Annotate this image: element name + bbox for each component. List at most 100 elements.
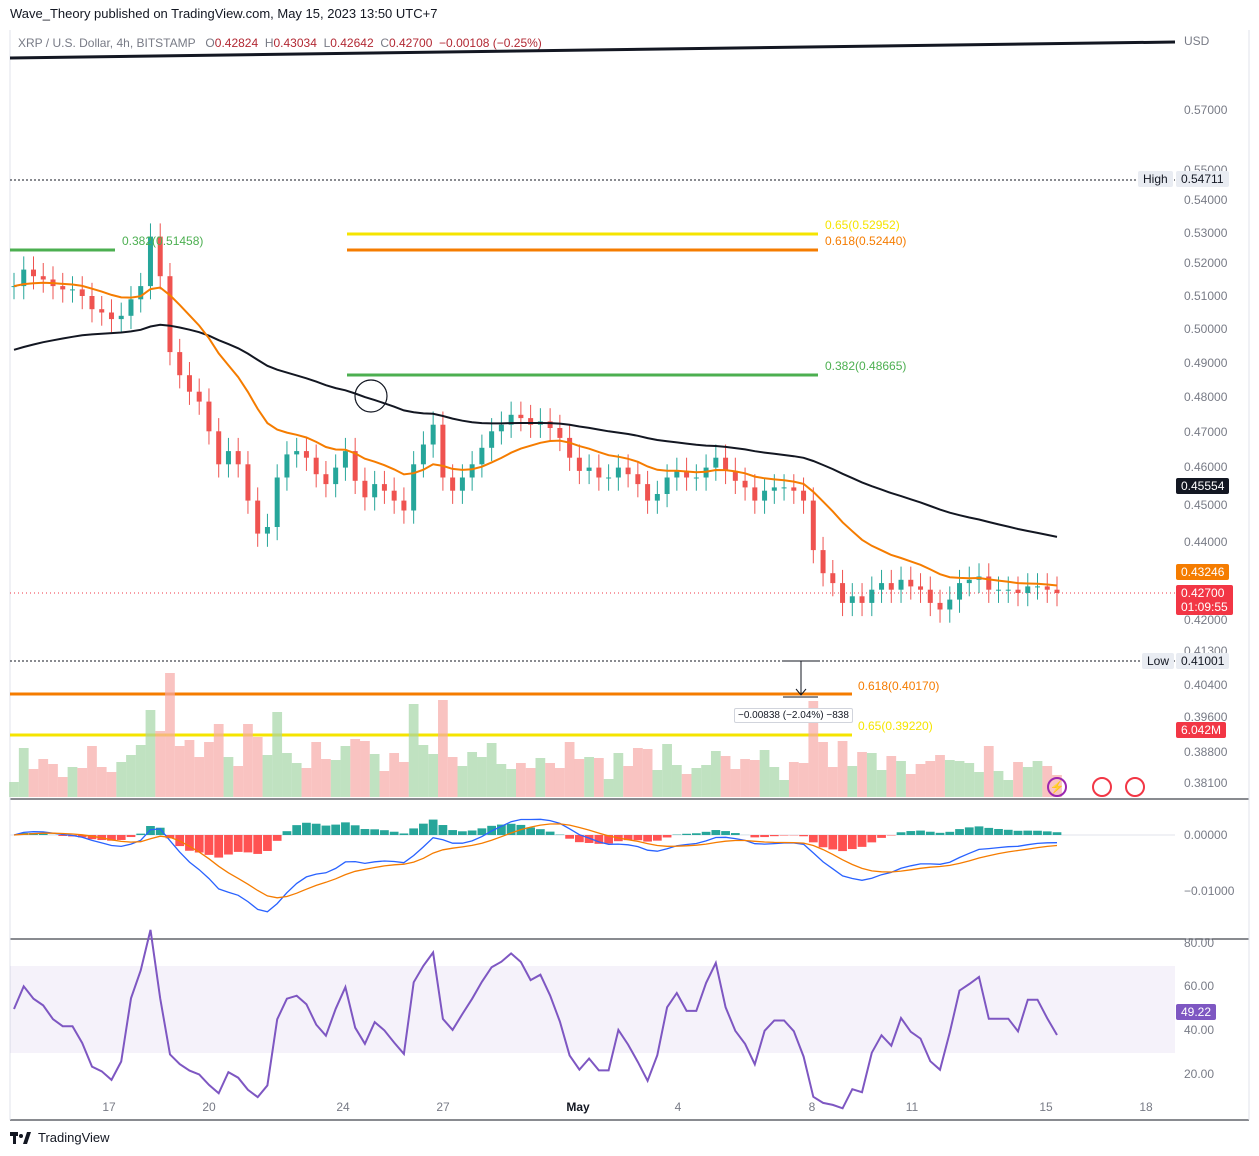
macd-bar bbox=[769, 835, 779, 837]
macd-bar bbox=[760, 835, 769, 838]
price-tick: 0.50000 bbox=[1184, 322, 1228, 336]
volume-bar bbox=[360, 741, 370, 797]
high-label: H bbox=[264, 36, 274, 50]
volume-bar bbox=[1032, 761, 1043, 797]
fib-label-5: 0.618(0.40170) bbox=[858, 679, 940, 693]
candle-body bbox=[420, 444, 426, 465]
us-flag-icon[interactable] bbox=[1092, 777, 1112, 797]
macd-bar bbox=[916, 830, 925, 835]
volume-bar bbox=[701, 765, 711, 797]
macd-bar bbox=[877, 835, 886, 838]
lightning-icon[interactable]: ⚡ bbox=[1047, 777, 1067, 797]
volume-bar bbox=[525, 768, 536, 797]
volume-bar bbox=[915, 764, 926, 797]
candle-body bbox=[69, 289, 75, 291]
volume-bar bbox=[896, 761, 906, 797]
macd-bar bbox=[458, 831, 467, 835]
volume-bar bbox=[213, 724, 224, 797]
macd-bar bbox=[341, 822, 350, 835]
last-price-value: 0.42700 bbox=[1181, 586, 1225, 600]
candle-body bbox=[459, 477, 465, 491]
candle-body bbox=[801, 490, 807, 501]
macd-bar bbox=[253, 835, 263, 854]
macd-bar bbox=[224, 835, 233, 855]
volume-bar bbox=[925, 761, 936, 797]
volume-bar bbox=[1003, 780, 1014, 797]
macd-bar bbox=[126, 835, 136, 838]
candle-body bbox=[635, 474, 641, 485]
macd-bar bbox=[370, 829, 380, 835]
candle-body bbox=[352, 451, 358, 481]
macd-bar bbox=[526, 827, 535, 835]
volume-bar bbox=[389, 753, 400, 797]
candle-body bbox=[79, 289, 85, 296]
volume-bar bbox=[545, 763, 555, 797]
volume-bar bbox=[847, 766, 858, 797]
macd-bar bbox=[711, 830, 721, 835]
volume-bar bbox=[506, 769, 517, 797]
price-tick: 0.44000 bbox=[1184, 535, 1228, 549]
candle-body bbox=[372, 484, 378, 498]
volume-bar bbox=[593, 758, 604, 797]
candle-body bbox=[908, 579, 914, 587]
macd-bar bbox=[194, 835, 204, 853]
price-tick: 0.42000 bbox=[1184, 613, 1228, 627]
candle-body bbox=[879, 583, 885, 590]
candle-body bbox=[60, 286, 66, 290]
volume-bar bbox=[857, 752, 867, 797]
low-value: 0.42642 bbox=[330, 36, 374, 50]
volume-bar bbox=[57, 777, 68, 797]
candle-body bbox=[791, 487, 797, 491]
candle-body bbox=[186, 375, 192, 392]
macd-bar bbox=[955, 829, 964, 835]
volume-bar bbox=[408, 704, 419, 797]
candle-body bbox=[40, 276, 46, 280]
volume-bar bbox=[233, 766, 244, 797]
volume-bar bbox=[428, 754, 439, 797]
macd-bar bbox=[155, 827, 165, 835]
volume-bar bbox=[486, 743, 497, 797]
ema200-line bbox=[13, 323, 1058, 538]
volume-bar bbox=[808, 701, 819, 797]
date-8: 8 bbox=[808, 1100, 816, 1114]
macd-bar bbox=[1013, 830, 1023, 835]
candle-body bbox=[508, 414, 514, 425]
candle-body bbox=[255, 500, 261, 534]
price-tick: 0.47000 bbox=[1184, 425, 1228, 439]
candle-body bbox=[596, 467, 602, 478]
symbol-name[interactable]: XRP / U.S. Dollar, 4h, BITSTAMP bbox=[18, 36, 196, 50]
us-flag-icon-2[interactable] bbox=[1125, 777, 1145, 797]
macd-bar bbox=[87, 835, 97, 840]
volume-bar bbox=[1013, 762, 1023, 797]
candle-body bbox=[781, 487, 787, 489]
macd-bar bbox=[331, 824, 341, 835]
macd-bar bbox=[1023, 830, 1033, 835]
volume-bar bbox=[769, 767, 780, 797]
candle-body bbox=[606, 477, 612, 479]
volume-bar bbox=[974, 772, 984, 797]
volume-bar bbox=[243, 724, 253, 797]
macd-bar bbox=[233, 835, 243, 852]
candle-body bbox=[303, 451, 309, 458]
candle-body bbox=[684, 470, 690, 478]
volume-bar bbox=[613, 753, 624, 797]
volume-bar bbox=[730, 769, 741, 797]
fib-label-2: 0.65(0.52952) bbox=[825, 218, 900, 232]
candle-body bbox=[333, 467, 339, 485]
volume-bar bbox=[457, 766, 468, 797]
volume-bar bbox=[204, 742, 214, 797]
open-label: O bbox=[205, 36, 215, 50]
volume-histogram bbox=[9, 673, 1062, 797]
macd-bar bbox=[389, 831, 399, 835]
macd-bar bbox=[818, 835, 828, 848]
volume-bar bbox=[779, 780, 789, 797]
date-17: 17 bbox=[102, 1100, 116, 1114]
volume-bar bbox=[379, 771, 390, 797]
macd-bar bbox=[419, 823, 428, 835]
macd-bar bbox=[828, 835, 838, 850]
volume-bar bbox=[964, 763, 975, 797]
macd-bar bbox=[730, 833, 740, 835]
rsi-tick-40: 40.00 bbox=[1184, 1023, 1215, 1037]
volume-bar bbox=[496, 764, 507, 797]
